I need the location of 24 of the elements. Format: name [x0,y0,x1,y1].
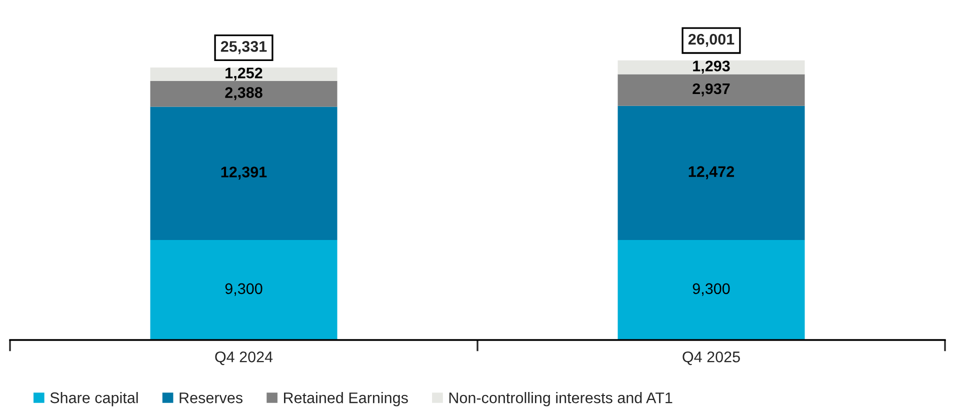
bar [618,240,805,340]
total-label: 25,331 [220,41,267,54]
bar [618,74,805,106]
data-label: 1,293 [693,60,730,74]
data-label: 1,252 [226,68,262,81]
legend-label: Non-controlling interests and AT1 [449,392,672,406]
bar [618,60,805,74]
x-tick-label: Q4 2024 [215,352,273,366]
bar [150,68,338,82]
data-label: 9,300 [225,283,262,296]
data-label: 9,300 [692,283,730,296]
bar [618,106,805,240]
total-label: 26,001 [688,34,734,47]
legend-label: Retained Earnings [284,392,408,406]
x-tick-label: Q4 2025 [682,352,740,366]
legend-label: Reserves [180,392,242,404]
bar [150,81,338,107]
bar [150,106,338,240]
bar [150,240,338,340]
data-label: 2,937 [692,83,730,96]
data-label: 12,472 [688,166,734,180]
data-label: 2,388 [225,87,262,100]
legend-label: Share capital [50,392,138,406]
data-label: 12,391 [221,166,267,180]
